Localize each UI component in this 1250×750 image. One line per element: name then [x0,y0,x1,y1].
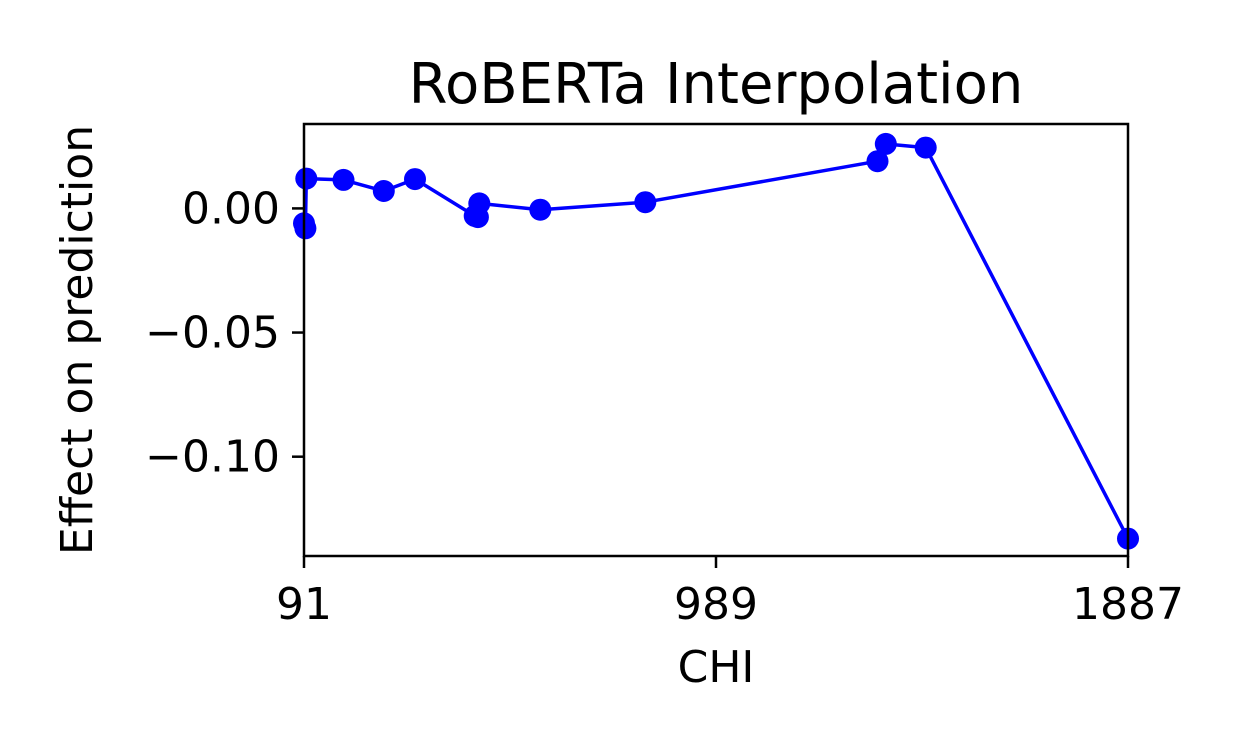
data-point [295,167,318,190]
series-line [302,142,1130,540]
data-point [914,136,937,159]
y-tick-label: 0.00 [182,183,280,234]
x-tick-label: 1887 [1072,579,1184,630]
data-point [332,168,355,191]
x-axis-label: CHI [678,642,755,693]
plot-area [293,132,1139,550]
data-point [468,192,491,215]
data-point [634,191,657,214]
data-point [404,168,426,191]
data-point [372,180,395,202]
data-point [866,150,889,173]
data-point [874,132,897,155]
data-point [529,198,552,221]
y-axis-label: Effect on prediction [52,125,103,555]
y-tick-label: −0.05 [145,308,280,359]
chart-title: RoBERTa Interpolation [409,52,1024,117]
y-axis: 0.00 −0.05 −0.10 [145,183,304,483]
x-axis: 91 989 1887 [276,556,1184,630]
x-tick-label: 989 [674,579,758,630]
data-point [294,217,317,240]
y-tick-label: −0.10 [145,432,280,483]
x-tick-label: 91 [276,579,332,630]
